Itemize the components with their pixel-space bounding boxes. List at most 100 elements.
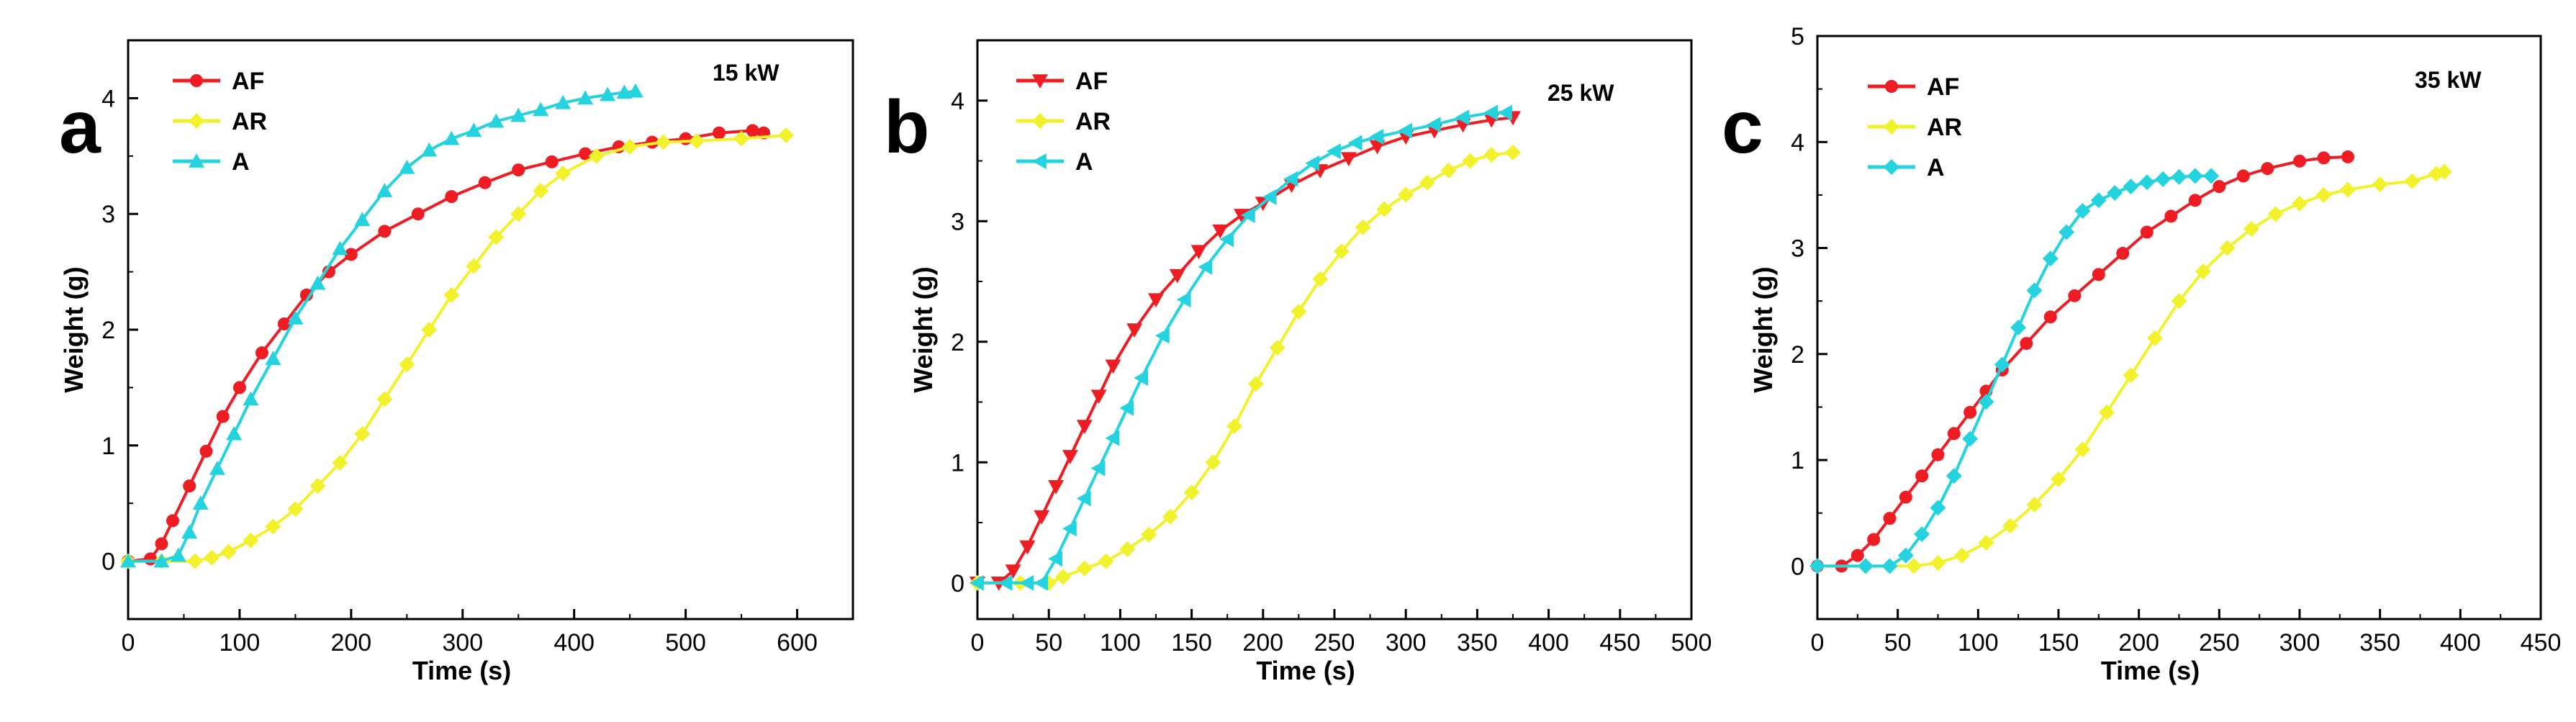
series-ar: [120, 127, 795, 569]
data-point: [1283, 171, 1298, 187]
data-point: [679, 132, 692, 145]
y-tick-label: 1: [101, 433, 115, 460]
data-point: [1930, 500, 1946, 516]
chart-panel-c: 0 50 100 150 200 250 300 350 400 450 0 1 2 3 4 5 Time (s…: [1722, 23, 2561, 685]
data-point: [488, 113, 505, 128]
legend-marker: [1032, 153, 1047, 169]
legend-entry-a: A: [173, 148, 250, 176]
data-point: [155, 537, 168, 551]
data-point: [209, 460, 225, 475]
y-tick-label: 2: [101, 317, 115, 344]
data-point: [533, 101, 549, 117]
data-point: [1034, 574, 1049, 591]
legend-marker: [190, 74, 203, 87]
data-point: [778, 127, 795, 143]
data-point: [2340, 181, 2356, 198]
data-point: [2020, 337, 2033, 351]
data-point: [1105, 430, 1120, 446]
legend-marker: [1032, 113, 1048, 129]
data-point: [1455, 109, 1470, 126]
data-point: [1947, 427, 1961, 441]
data-point: [216, 410, 230, 423]
data-point: [1462, 153, 1478, 169]
x-axis-label: Time (s): [1256, 656, 1355, 685]
data-point: [2171, 168, 2187, 185]
data-point: [2026, 496, 2043, 513]
data-point: [1498, 104, 1512, 121]
legend-label: A: [1075, 148, 1093, 176]
data-point: [1858, 558, 1874, 574]
data-point: [265, 351, 281, 365]
data-point: [1262, 189, 1277, 205]
x-tick-label: 150: [1171, 629, 1212, 656]
data-point: [1881, 558, 1898, 574]
data-point: [1048, 479, 1065, 495]
data-point: [277, 317, 291, 330]
x-tick-label: 450: [2521, 629, 2562, 656]
data-point: [2164, 209, 2178, 223]
data-point: [181, 524, 198, 539]
legend-label: A: [232, 148, 250, 176]
data-point: [1419, 174, 1435, 191]
y-tick-label: 3: [1791, 235, 1804, 263]
data-point: [2292, 195, 2308, 212]
x-tick-label: 350: [1457, 629, 1498, 656]
legend-label: AR: [232, 108, 267, 135]
data-point: [2315, 186, 2332, 203]
data-point: [512, 163, 525, 177]
data-point: [1019, 574, 1034, 591]
data-point: [2147, 330, 2163, 346]
x-tick-label: 200: [2118, 629, 2159, 656]
legend-entry-ar: AR: [1868, 114, 1962, 141]
data-point: [1212, 224, 1229, 239]
data-point: [545, 155, 559, 168]
x-axis-label: Time (s): [412, 656, 511, 685]
data-point: [1398, 122, 1412, 139]
data-point: [2123, 367, 2139, 384]
y-axis-label: Weight (g): [908, 266, 938, 392]
x-tick-label: 50: [1884, 629, 1912, 656]
data-point: [1247, 376, 1264, 392]
data-point: [445, 190, 458, 204]
data-point: [2068, 289, 2082, 302]
series-af: [122, 124, 771, 568]
data-point: [2155, 171, 2171, 187]
legend-label: AF: [232, 68, 264, 95]
y-tick-label: 3: [101, 201, 115, 228]
data-point: [1055, 569, 1072, 585]
data-point: [170, 547, 186, 562]
legend-entry-ar: AR: [173, 108, 267, 135]
data-point: [746, 124, 759, 137]
data-point: [1347, 135, 1362, 151]
data-point: [577, 90, 594, 105]
x-tick-label: 100: [1100, 629, 1141, 656]
data-point: [2074, 441, 2091, 458]
power-annotation: 15 kW: [713, 60, 779, 86]
data-point: [622, 138, 638, 155]
data-point: [579, 147, 592, 161]
data-point: [1183, 484, 1200, 501]
data-point: [555, 94, 571, 109]
data-point: [2243, 221, 2259, 238]
data-point: [344, 248, 358, 261]
data-point: [443, 130, 460, 145]
data-point: [1440, 162, 1457, 179]
data-point: [399, 159, 415, 174]
data-point: [243, 532, 259, 549]
data-point: [1915, 469, 1929, 483]
data-point: [488, 229, 505, 245]
data-point: [1962, 430, 1979, 447]
data-point: [1005, 564, 1021, 579]
legend-entry-af: AF: [1868, 73, 1959, 101]
data-point: [1019, 540, 1036, 555]
data-point: [1141, 526, 1157, 543]
x-tick-label: 400: [2440, 629, 2481, 656]
data-point: [1219, 231, 1234, 248]
y-tick-label: 5: [1791, 23, 1804, 50]
data-point: [232, 381, 246, 394]
data-point: [411, 207, 425, 221]
y-axis-label: Weight (g): [59, 266, 89, 392]
data-point: [192, 495, 209, 510]
y-tick-label: 0: [951, 570, 964, 597]
data-point: [2051, 471, 2066, 487]
